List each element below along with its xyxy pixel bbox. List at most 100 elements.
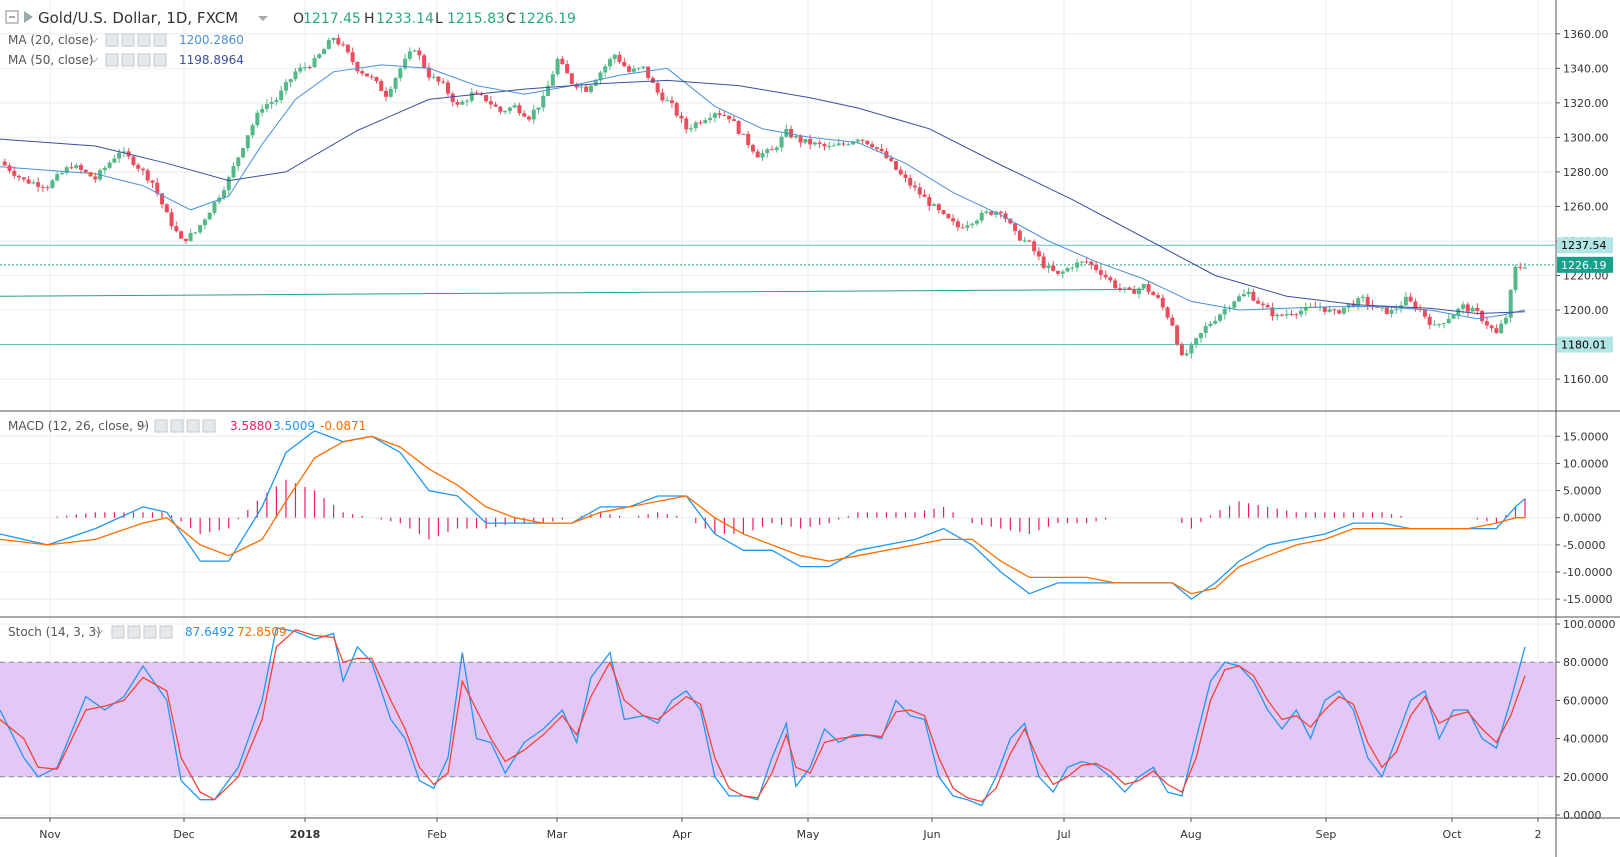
macd-tick-label: 0.0000: [1563, 512, 1602, 525]
candle-body: [117, 153, 121, 159]
candle-body: [365, 74, 369, 77]
candle-body: [1018, 231, 1022, 241]
candle-body: [1289, 314, 1293, 315]
candle-body: [1127, 287, 1131, 289]
candle-body: [46, 187, 50, 188]
candle-body: [1232, 301, 1236, 307]
candle-body: [1275, 315, 1279, 317]
candle-body: [50, 180, 54, 187]
time-tick-label: Oct: [1442, 828, 1462, 841]
candle-body: [36, 182, 40, 187]
candle-body: [789, 129, 793, 137]
candle-body: [1075, 263, 1079, 268]
candle-body: [503, 111, 507, 112]
candle-body: [1099, 270, 1103, 275]
eye-icon[interactable]: [112, 626, 124, 638]
candle-body: [927, 197, 931, 206]
candle-body: [112, 159, 116, 163]
candle-body: [1118, 288, 1122, 289]
candle-body: [460, 102, 464, 105]
candle-body: [589, 86, 593, 92]
candle-body: [193, 232, 197, 233]
candle-body: [1466, 304, 1470, 311]
candle-body: [413, 50, 417, 51]
candle-body: [1185, 353, 1189, 355]
candle-body: [8, 165, 12, 171]
price-tick-label: 1320.00: [1563, 97, 1609, 110]
macd-tick-label: -10.0000: [1563, 566, 1612, 579]
candle-body: [355, 62, 359, 71]
candle-body: [436, 77, 440, 82]
macd-value-signal: -0.0871: [320, 419, 366, 433]
settings-icon[interactable]: [128, 626, 140, 638]
candle-body: [1013, 223, 1017, 230]
candle-body: [1170, 318, 1174, 326]
candle-body: [822, 144, 826, 146]
candle-body: [131, 156, 135, 164]
candle-body: [799, 136, 803, 143]
candle-body: [1056, 271, 1060, 274]
add-icon[interactable]: [144, 626, 156, 638]
candle-body: [1194, 338, 1198, 344]
candle-body: [55, 174, 59, 180]
candle-body: [889, 158, 893, 161]
candle-body: [336, 38, 340, 44]
stoch-tick-label: 40.0000: [1563, 733, 1609, 746]
candle-body: [289, 79, 293, 82]
ohlc-value: 1215.83: [447, 11, 505, 27]
candle-body: [660, 93, 664, 101]
settings-icon[interactable]: [122, 54, 134, 66]
remove-icon[interactable]: [160, 626, 172, 638]
settings-icon[interactable]: [122, 34, 134, 46]
candle-body: [69, 167, 73, 168]
candle-body: [1342, 308, 1346, 314]
candle-body: [737, 121, 741, 134]
eye-icon[interactable]: [106, 54, 118, 66]
candle-body: [3, 162, 7, 166]
candle-body: [703, 120, 707, 123]
candle-body: [732, 119, 736, 121]
candle-body: [918, 187, 922, 194]
candle-body: [93, 176, 97, 179]
candle-body: [713, 113, 717, 118]
add-icon[interactable]: [187, 420, 199, 432]
candle-body: [389, 89, 393, 97]
candle-body: [1366, 297, 1370, 305]
candle-body: [508, 108, 512, 112]
candle-body: [1161, 298, 1165, 308]
candle-body: [946, 214, 950, 218]
eye-icon[interactable]: [155, 420, 167, 432]
candle-body: [641, 67, 645, 68]
stoch-value-k: 87.6492: [185, 625, 235, 639]
candle-body: [374, 77, 378, 81]
stoch-tick-label: 20.0000: [1563, 771, 1609, 784]
add-icon[interactable]: [138, 34, 150, 46]
macd-value-macd: 3.5009: [273, 419, 315, 433]
candle-body: [1409, 297, 1413, 302]
candle-body: [989, 212, 993, 215]
add-icon[interactable]: [138, 54, 150, 66]
candle-body: [708, 118, 712, 120]
candle-body: [451, 94, 455, 102]
candle-body: [746, 134, 750, 145]
eye-icon[interactable]: [106, 34, 118, 46]
candle-body: [1070, 268, 1074, 269]
stoch-tick-label: 80.0000: [1563, 656, 1609, 669]
candle-body: [1223, 309, 1227, 315]
candle-body: [1518, 267, 1522, 268]
candle-body: [22, 177, 26, 179]
remove-icon[interactable]: [154, 34, 166, 46]
stoch-label: Stoch (14, 3, 3): [8, 625, 101, 639]
candle-body: [1494, 328, 1498, 333]
stoch-value-d: 72.8509: [237, 625, 287, 639]
candle-body: [870, 144, 874, 147]
remove-icon[interactable]: [154, 54, 166, 66]
candle-body: [818, 143, 822, 145]
remove-icon[interactable]: [203, 420, 215, 432]
candle-body: [108, 163, 112, 168]
candle-body: [613, 55, 617, 59]
macd-label: MACD (12, 26, close, 9): [8, 419, 149, 433]
candle-body: [446, 82, 450, 93]
settings-icon[interactable]: [171, 420, 183, 432]
